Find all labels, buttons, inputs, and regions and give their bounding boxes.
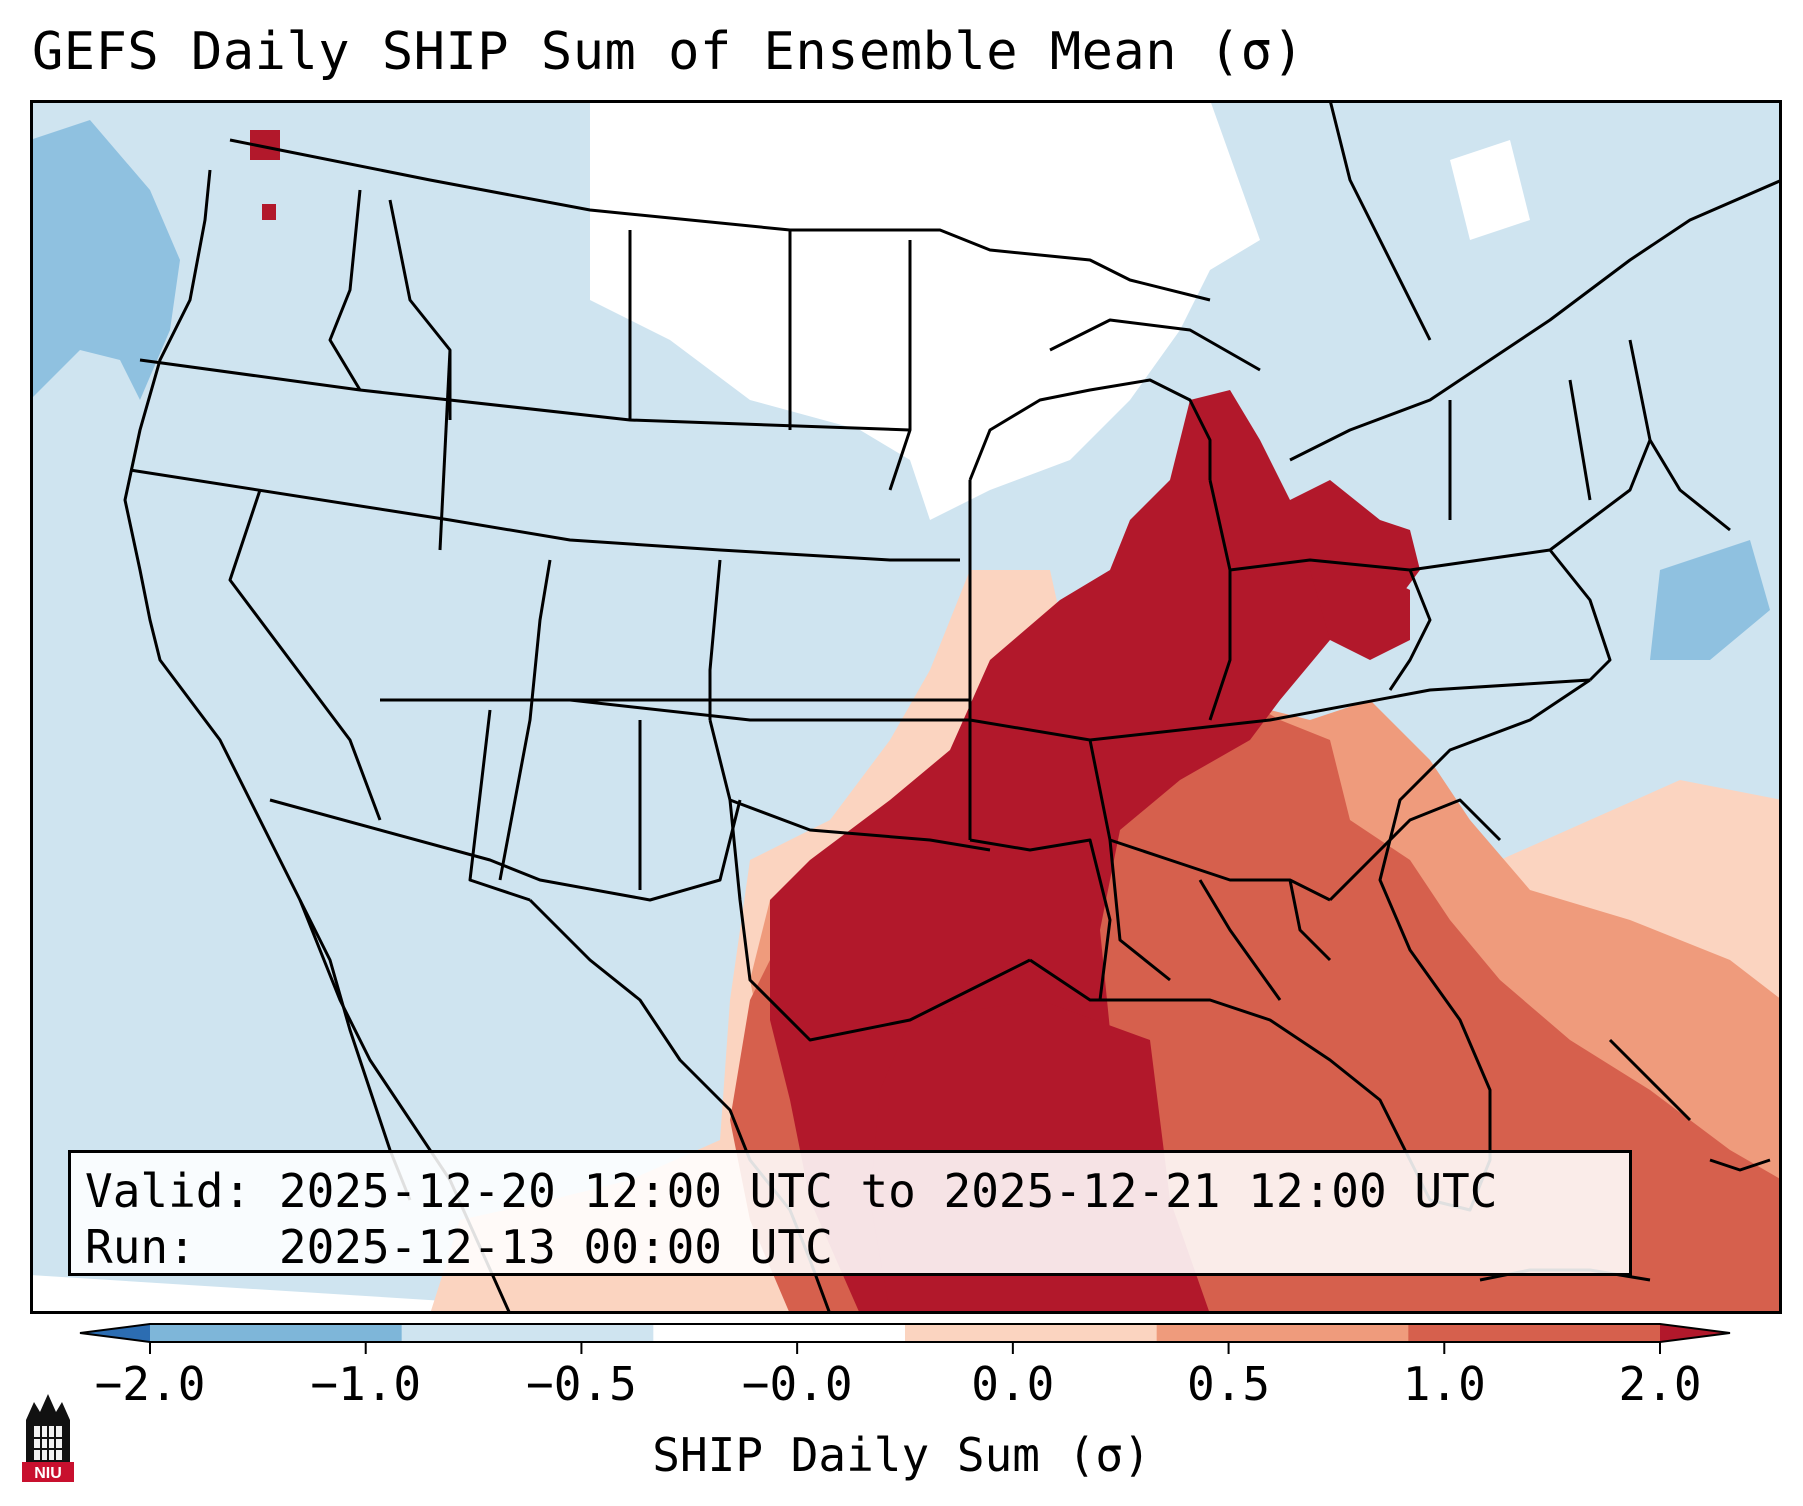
field-blue-pacific — [30, 120, 180, 400]
colorbar-segment — [905, 1324, 1158, 1342]
colorbar-extend-low — [80, 1324, 150, 1342]
field-blue-atlantic — [1650, 540, 1770, 660]
field-neutral-ne — [1450, 140, 1530, 240]
page-title: GEFS Daily SHIP Sum of Ensemble Mean (σ) — [32, 22, 1305, 82]
colorbar-tick-label: −0.0 — [742, 1357, 853, 1411]
run-value: 2025-12-13 00:00 UTC — [278, 1220, 833, 1274]
boundaries — [123, 100, 1782, 1314]
colorbar-segment — [1156, 1324, 1409, 1342]
niu-logo: NIU — [22, 1394, 74, 1482]
colorbar-segment — [401, 1324, 654, 1342]
colorbar-tick-label: 2.0 — [1618, 1357, 1701, 1411]
colorbar-tick-label: 0.5 — [1187, 1357, 1270, 1411]
map-frame — [30, 100, 1782, 1314]
run-label: Run: — [85, 1220, 196, 1274]
colorbar: −2.0 −1.0 −0.5 −0.0 0.0 0.5 1.0 2.0 — [79, 1323, 1731, 1411]
colorbar-segment — [150, 1324, 403, 1342]
logo-text: NIU — [34, 1465, 62, 1482]
colorbar-tick-label: −1.0 — [310, 1357, 421, 1411]
colorbar-tick-label: −0.5 — [526, 1357, 637, 1411]
colorbar-segment — [653, 1324, 906, 1342]
valid-value: 2025-12-20 12:00 UTC to 2025-12-21 12:00… — [278, 1164, 1498, 1218]
colorbar-tick-label: 1.0 — [1403, 1357, 1486, 1411]
colorbar-tick-label: −2.0 — [95, 1357, 206, 1411]
field-extreme-ohio — [1310, 560, 1410, 660]
field-extreme-wa — [262, 204, 276, 220]
map-panel — [30, 100, 1782, 1314]
colorbar-ticks: −2.0 −1.0 −0.5 −0.0 0.0 0.5 1.0 2.0 — [95, 1342, 1702, 1411]
valid-label: Valid: — [85, 1164, 252, 1218]
field-extreme-nw — [250, 130, 280, 160]
colorbar-segment — [1408, 1324, 1661, 1342]
colorbar-tick-label: 0.0 — [971, 1357, 1054, 1411]
colorbar-extend-high — [1660, 1324, 1730, 1342]
colorbar-segments — [79, 1323, 1731, 1343]
colorbar-label: SHIP Daily Sum (σ) — [652, 1428, 1151, 1482]
valid-run-infobox: Valid: 2025-12-20 12:00 UTC to 2025-12-2… — [68, 1150, 1632, 1276]
